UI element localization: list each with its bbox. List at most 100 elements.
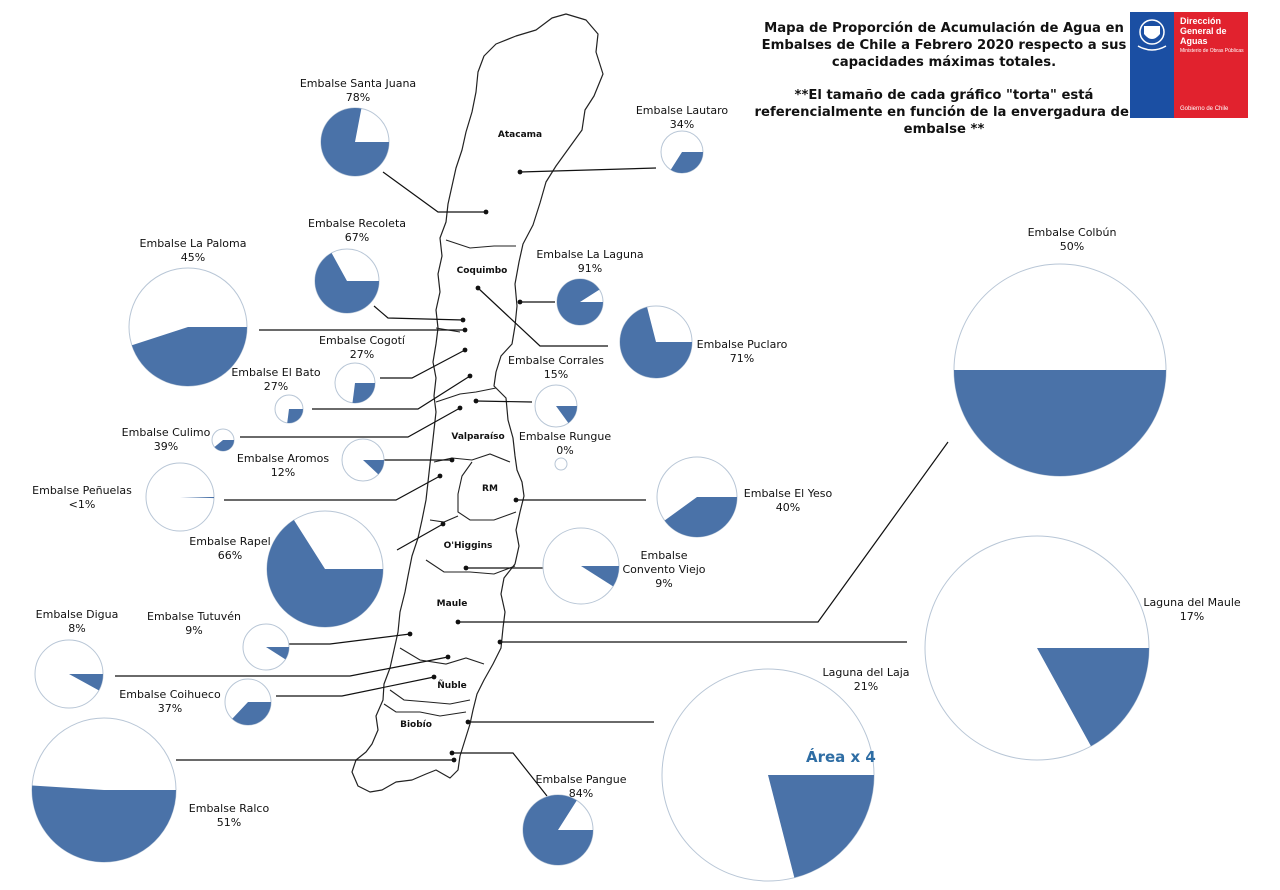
location-dot (467, 373, 473, 379)
leader-line (115, 656, 449, 677)
reservoir-percent: 39% (153, 440, 179, 453)
location-dot (513, 497, 519, 503)
location-dot (460, 317, 466, 323)
logo-red-band: Dirección General de Aguas Ministerio de… (1174, 12, 1248, 118)
area-x4-note: Área x 4 (806, 747, 876, 766)
pie-slice-filled (768, 775, 874, 878)
reservoir-percent: 8% (68, 622, 86, 635)
pie-slice-filled (31, 785, 177, 862)
leader-line (380, 349, 466, 379)
leader-line (452, 752, 548, 797)
reservoir-name: Embalse Colbún (1027, 226, 1117, 239)
reservoir-percent: 71% (729, 352, 755, 365)
pie-chart (554, 457, 568, 471)
reservoir-name: Embalse Rungue (518, 430, 612, 443)
reservoir-percent: 45% (180, 251, 206, 264)
pie-slice-filled (556, 406, 577, 423)
pie-slice-filled (581, 566, 619, 587)
leader-line (224, 475, 441, 501)
reservoir-percent: <1% (68, 498, 96, 511)
reservoir-percent: 21% (853, 680, 879, 693)
pie-slice-filled (69, 674, 103, 691)
pie-chart (242, 623, 290, 671)
reservoir-percent: 91% (577, 262, 603, 275)
reservoir-label: Embalse La Laguna 91% (536, 248, 643, 276)
reservoir-label: Embalse Digua 8% (36, 608, 119, 636)
leader-line (477, 287, 608, 347)
reservoir-percent: 12% (270, 466, 296, 479)
reservoir-label: Embalse Aromos 12% (237, 452, 329, 480)
reservoir-name: Embalse Culimo (121, 426, 211, 439)
pie-chart (266, 510, 384, 628)
region-label: RM (482, 484, 498, 494)
leader-line (240, 407, 461, 438)
leader-line (312, 375, 471, 410)
reservoir-percent: 27% (349, 348, 375, 361)
coat-of-arms-icon (1137, 19, 1167, 51)
logo-government: Gobierno de Chile (1180, 106, 1229, 112)
dga-logo: Dirección General de Aguas Ministerio de… (1130, 12, 1248, 118)
pie-slice-filled (214, 440, 234, 451)
reservoir-label: Embalse Ralco 51% (189, 802, 269, 830)
leader-line (276, 676, 435, 697)
location-dot (445, 654, 451, 660)
pie-chart (534, 384, 578, 428)
leader-line (382, 171, 486, 213)
reservoir-name: Embalse Corrales (508, 354, 604, 367)
pie-chart (924, 535, 1150, 761)
pie-slice-filled (523, 795, 593, 866)
pie-chart (314, 248, 380, 314)
location-dot (465, 719, 471, 725)
pie-chart (34, 639, 104, 709)
reservoir-label: Embalse Pangue 84% (535, 773, 626, 801)
reservoir-percent: 51% (216, 816, 242, 829)
reservoir-name: Embalse Lautaro (635, 104, 729, 117)
pie-slice-filled (664, 497, 737, 538)
reservoir-name: Laguna del Maule (1143, 596, 1241, 609)
leader-line (396, 523, 444, 551)
reservoir-name: Embalse Digua (35, 608, 119, 621)
region-label: Atacama (498, 130, 542, 140)
pie-slice-filled (670, 152, 703, 174)
pie-chart (661, 668, 875, 882)
reservoir-label: Embalse Puclaro 71% (697, 338, 788, 366)
region-label: Ñuble (437, 680, 467, 691)
pie-chart (619, 305, 693, 379)
reservoir-label: Embalse Rungue 0% (519, 430, 611, 458)
reservoir-name: Embalse Rapel (189, 535, 271, 548)
pie-slice-filled (954, 370, 1166, 476)
pie-slice-filled (180, 497, 214, 499)
pie-chart (542, 527, 620, 605)
reservoir-label: Embalse Rapel 66% (189, 535, 270, 563)
pie-slice-filled (267, 520, 383, 627)
reservoir-label: Embalse Recoleta 67% (308, 217, 406, 245)
reservoir-name: Embalse Puclaro (696, 338, 788, 351)
title-text: Mapa de Proporción de Acumulación de Agu… (761, 21, 1127, 70)
reservoir-label: Embalse Corrales 15% (508, 354, 604, 382)
pie-slice-filled (287, 409, 303, 423)
pie-slice-filled (363, 460, 384, 475)
size-note: **El tamaño de cada gráfico "torta" está… (754, 88, 1134, 137)
pie-chart (128, 267, 248, 387)
location-dot (462, 347, 468, 353)
location-dot (463, 565, 469, 571)
pie-slice-filled (352, 383, 375, 403)
leader-line (288, 633, 411, 645)
pie-chart (953, 263, 1167, 477)
reservoir-label: Embalse Tutuvén 9% (147, 610, 241, 638)
pie-slice-filled (131, 327, 247, 386)
pie-chart (556, 278, 604, 326)
pie-chart (320, 107, 390, 177)
reservoir-name: Embalse Pangue (535, 773, 627, 786)
leader-line (458, 441, 949, 623)
location-dot (451, 757, 457, 763)
reservoir-name: Embalse El Yeso (743, 487, 833, 500)
reservoir-percent: 50% (1059, 240, 1085, 253)
location-dot (431, 674, 437, 680)
reservoir-label: Embalse Colbún 50% (1028, 226, 1117, 254)
reservoir-percent: 78% (345, 91, 371, 104)
logo-ministry: Ministerio de Obras Públicas (1180, 48, 1244, 54)
reservoir-label: Embalse Culimo 39% (122, 426, 211, 454)
pie-chart (31, 717, 177, 863)
